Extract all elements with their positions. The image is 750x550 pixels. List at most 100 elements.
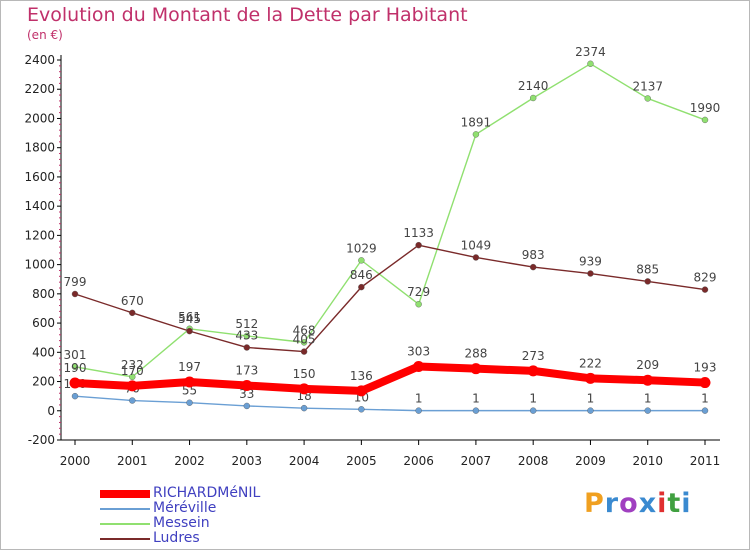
x-tick-label: 2000 (60, 454, 91, 468)
series-line (74, 244, 706, 353)
data-label: 1029 (346, 241, 377, 255)
data-label: 2140 (518, 79, 549, 93)
data-point (298, 383, 310, 395)
data-point (69, 377, 81, 389)
data-label: 1049 (461, 238, 492, 252)
data-point (472, 407, 480, 414)
chart-legend: RICHARDMéNIL Méréville Messein Ludres (100, 485, 400, 546)
data-label: 468 (293, 323, 316, 337)
legend-swatch-messein (100, 523, 150, 525)
data-point (243, 402, 251, 410)
data-label: 433 (235, 328, 258, 342)
x-tick-label: 2011 (690, 454, 721, 468)
data-point (300, 339, 308, 346)
data-point (587, 60, 594, 67)
data-point (701, 407, 709, 414)
data-point (300, 404, 308, 412)
data-label: 829 (694, 271, 717, 285)
data-point (300, 348, 308, 355)
legend-item-ludres: Ludres (100, 530, 400, 546)
logo-letter: t (667, 488, 682, 519)
data-point (527, 365, 539, 377)
logo-letter: r (604, 488, 620, 519)
x-tick-label: 2010 (632, 454, 663, 468)
data-point (529, 407, 537, 414)
data-label: 1 (701, 392, 709, 406)
y-tick-label: 1600 (24, 170, 55, 184)
data-point (642, 374, 654, 386)
data-point (644, 278, 651, 285)
data-point (584, 372, 596, 384)
legend-item-messein: Messein (100, 515, 400, 531)
data-point (472, 131, 480, 138)
data-label: 173 (235, 363, 258, 377)
legend-label-mereville: Méréville (153, 500, 217, 516)
data-point (358, 406, 365, 413)
data-label: 33 (239, 387, 254, 401)
data-point (413, 360, 425, 372)
proxiti-logo: Proxiti (584, 488, 692, 519)
series-line (74, 63, 706, 378)
data-point (355, 385, 367, 397)
y-tick-label: 2200 (24, 82, 55, 96)
logo-letter: i (657, 488, 668, 519)
data-point (241, 379, 253, 391)
data-label: 405 (293, 333, 316, 347)
legend-label-richardmenil: RICHARDMéNIL (153, 485, 261, 501)
legend-swatch-richardmenil (100, 490, 150, 498)
legend-swatch-mereville (100, 508, 150, 510)
data-label: 729 (407, 285, 430, 299)
data-label: 2374 (575, 45, 606, 59)
y-tick-label: 400 (32, 345, 55, 359)
data-point (184, 376, 196, 388)
data-point (644, 407, 651, 414)
data-point (472, 254, 480, 261)
data-label: 1 (529, 392, 537, 406)
x-tick-label: 2005 (346, 454, 377, 468)
data-point (358, 283, 365, 291)
data-point (129, 373, 136, 381)
data-point (415, 301, 422, 308)
data-label: 303 (407, 344, 430, 358)
data-point (529, 94, 537, 102)
data-point (186, 327, 193, 335)
chart-subtitle: (en €) (27, 28, 63, 42)
data-point (129, 397, 136, 404)
x-tick-label: 2006 (403, 454, 434, 468)
data-point (529, 263, 537, 271)
data-label: 846 (350, 268, 373, 282)
data-label: 232 (121, 358, 144, 372)
data-point (699, 377, 711, 389)
data-point (701, 116, 709, 124)
legend-item-richardmenil: RICHARDMéNIL (100, 485, 400, 501)
legend-label-messein: Messein (153, 515, 210, 531)
data-label: 1990 (690, 101, 721, 115)
y-tick-label: 1000 (24, 258, 55, 272)
data-label: 1891 (461, 115, 492, 129)
y-tick-label: 1200 (24, 228, 55, 242)
data-point (470, 363, 482, 375)
legend-item-mereville: Méréville (100, 500, 400, 516)
legend-swatch-ludres (100, 538, 150, 540)
data-point (129, 309, 136, 317)
data-label: 1133 (403, 226, 434, 240)
data-label: 170 (121, 364, 144, 378)
data-label: 670 (121, 294, 144, 308)
data-label: 193 (694, 361, 717, 375)
data-label: 273 (522, 349, 545, 363)
data-point (415, 407, 422, 414)
x-tick-label: 2003 (232, 454, 263, 468)
y-tick-label: 2400 (24, 53, 55, 67)
data-label: 197 (178, 360, 201, 374)
data-label: 136 (350, 369, 373, 383)
data-label: 288 (464, 347, 487, 361)
data-label: 512 (235, 317, 258, 331)
x-tick-label: 2004 (289, 454, 320, 468)
y-tick-label: 0 (47, 404, 55, 418)
logo-letter: P (584, 488, 605, 519)
data-label: 1 (415, 392, 423, 406)
data-point (186, 399, 193, 406)
x-tick-label: 2009 (575, 454, 606, 468)
data-label: 799 (64, 275, 87, 289)
